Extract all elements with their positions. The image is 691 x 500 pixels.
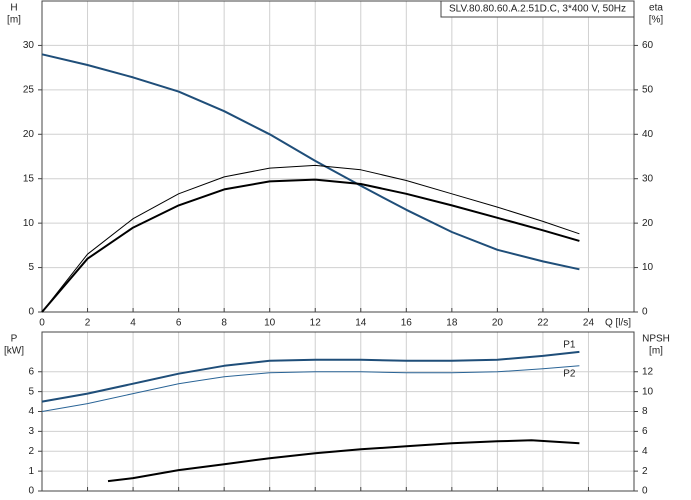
series-label: P1 <box>563 340 576 351</box>
series-line <box>41 53 580 271</box>
y2-axis-label: [m] <box>649 346 663 357</box>
y-tick-label: 0 <box>28 307 34 318</box>
x-tick-label: 12 <box>310 318 322 329</box>
x-tick-label: 16 <box>401 318 413 329</box>
x-tick-label: 22 <box>537 318 549 329</box>
y2-tick-label: 30 <box>642 173 654 184</box>
y2-tick-label: 50 <box>642 84 654 95</box>
y2-tick-label: 60 <box>642 40 654 51</box>
y2-tick-label: 10 <box>642 262 654 273</box>
y2-tick-label: 6 <box>642 426 648 437</box>
y-axis-label: P <box>11 334 18 345</box>
y2-tick-label: 4 <box>642 446 648 457</box>
y-tick-label: 25 <box>23 84 35 95</box>
x-tick-label: 18 <box>446 318 458 329</box>
y-tick-label: 3 <box>28 426 34 437</box>
y-tick-label: 1 <box>28 466 34 477</box>
y2-tick-label: 20 <box>642 218 654 229</box>
x-tick-label: 24 <box>583 318 595 329</box>
y-tick-label: 6 <box>28 366 34 377</box>
y-axis-label: [kW] <box>4 346 24 357</box>
x-tick-label: 4 <box>130 318 136 329</box>
series-line <box>41 365 580 412</box>
y2-tick-label: 0 <box>642 486 648 497</box>
series-line <box>41 350 580 403</box>
y2-tick-label: 8 <box>642 406 648 417</box>
x-tick-label: 6 <box>176 318 182 329</box>
y-tick-label: 30 <box>23 40 35 51</box>
y-tick-label: 2 <box>28 446 34 457</box>
y-tick-label: 10 <box>23 218 35 229</box>
y2-tick-label: 0 <box>642 307 648 318</box>
y-tick-label: 15 <box>23 173 35 184</box>
y2-tick-label: 40 <box>642 129 654 140</box>
series-line <box>41 178 580 313</box>
plot-frame <box>41 0 635 313</box>
y2-tick-label: 12 <box>642 366 654 377</box>
y2-tick-label: 10 <box>642 386 654 397</box>
y-axis-label: [m] <box>7 15 21 26</box>
series-label: P2 <box>563 368 576 379</box>
y2-axis-label: NPSH <box>642 334 670 345</box>
y2-axis-label: eta <box>649 3 663 14</box>
y-tick-label: 5 <box>28 386 34 397</box>
title-box <box>440 0 635 18</box>
y-tick-label: 5 <box>28 262 34 273</box>
x-tick-label: 10 <box>264 318 276 329</box>
series-line <box>107 439 580 483</box>
x-tick-label: 20 <box>492 318 504 329</box>
x-axis-label: Q [l/s] <box>605 318 631 329</box>
y-tick-label: 4 <box>28 406 34 417</box>
series-line <box>41 164 580 313</box>
x-tick-label: 2 <box>85 318 91 329</box>
chart-title: SLV.80.80.60.A.2.51D.C, 3*400 V, 50Hz <box>449 4 626 15</box>
y-axis-label: H <box>10 3 17 14</box>
y2-tick-label: 2 <box>642 466 648 477</box>
x-tick-label: 0 <box>39 318 45 329</box>
x-tick-label: 14 <box>355 318 367 329</box>
y-tick-label: 0 <box>28 486 34 497</box>
y-tick-label: 20 <box>23 129 35 140</box>
y2-axis-label: [%] <box>649 15 664 26</box>
x-tick-label: 8 <box>221 318 227 329</box>
